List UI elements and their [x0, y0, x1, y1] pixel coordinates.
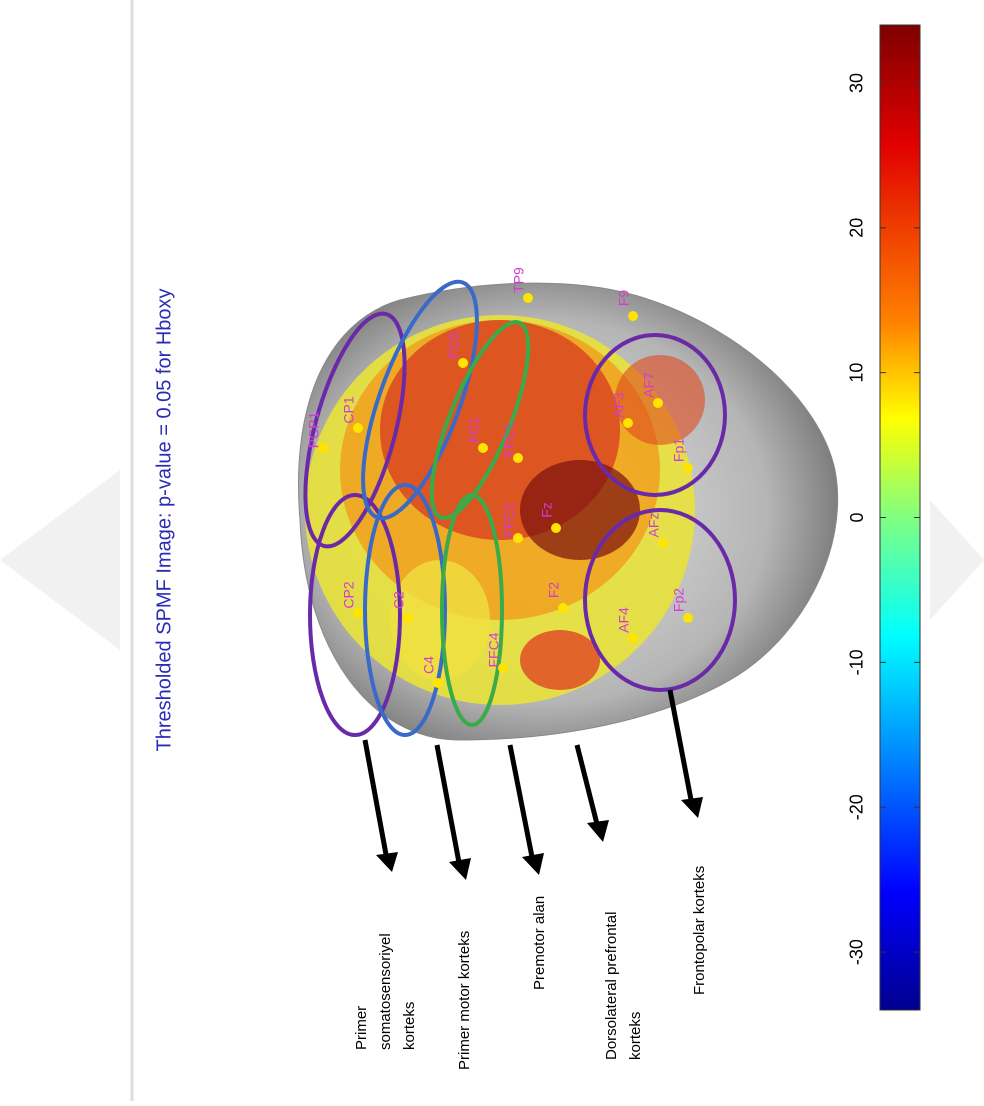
- electrode-label: FFC2: [501, 502, 517, 537]
- electrode: [523, 293, 533, 303]
- annotation: Dorsolateral prefrontal: [603, 912, 620, 1060]
- electrode: [683, 463, 693, 473]
- electrode-label: AF7: [641, 372, 657, 398]
- electrode: [458, 358, 468, 368]
- electrode-label: FC5: [446, 332, 462, 359]
- electrode-label: FFC1: [501, 422, 517, 457]
- electrode: [478, 443, 488, 453]
- annotation: Primer: [353, 1006, 370, 1050]
- tick-label: -30: [847, 939, 867, 965]
- electrode-label: Fp1: [671, 438, 687, 462]
- electrode: [628, 633, 638, 643]
- tick-label: -20: [847, 794, 867, 820]
- annotation: korteks: [627, 1012, 644, 1060]
- tick-label: 10: [847, 363, 867, 383]
- tick-label: 30: [847, 73, 867, 93]
- electrode: [551, 523, 561, 533]
- electrode-label: Fp2: [671, 588, 687, 612]
- tick-label: 20: [847, 218, 867, 238]
- electrode: [403, 613, 413, 623]
- annotation: Premotor alan: [531, 896, 548, 990]
- electrode-label: FFC4: [486, 632, 502, 667]
- annotation: Primer motor korteks: [456, 931, 473, 1070]
- electrode-label: TP9: [511, 267, 527, 293]
- electrode-label: C4: [421, 656, 437, 674]
- electrode: [433, 678, 443, 688]
- annotation: korteks: [401, 1002, 418, 1050]
- electrode-label: CP2: [341, 581, 357, 608]
- electrode: [628, 311, 638, 321]
- electrode-label: C2: [391, 591, 407, 609]
- tick-label: 0: [847, 512, 867, 522]
- electrode: [558, 603, 568, 613]
- electrode: [658, 538, 668, 548]
- electrode: [683, 613, 693, 623]
- electrode: [653, 398, 663, 408]
- electrode-label: CP1: [341, 396, 357, 423]
- electrode-label: AF3: [611, 392, 627, 418]
- electrode-label: PCP1: [306, 412, 322, 449]
- tick-label: -10: [847, 649, 867, 675]
- electrode-label: AF4: [616, 607, 632, 633]
- annotation: somatosensoriyel: [377, 933, 394, 1050]
- electrode-label: AFz: [646, 513, 662, 538]
- electrode-label: F2: [546, 582, 562, 599]
- electrode-label: Fz: [539, 502, 555, 518]
- annotation: Frontopolar korteks: [691, 866, 708, 995]
- watermark: [0, 470, 120, 650]
- electrode-label: F9: [616, 290, 632, 307]
- watermark: [930, 500, 984, 620]
- title: Thresholded SPMF Image: p-value = 0.05 f…: [153, 288, 175, 751]
- electrode-label: FC1: [466, 417, 482, 444]
- figure: Thresholded SPMF Image: p-value = 0.05 f…: [0, 0, 984, 1101]
- electrode: [623, 418, 633, 428]
